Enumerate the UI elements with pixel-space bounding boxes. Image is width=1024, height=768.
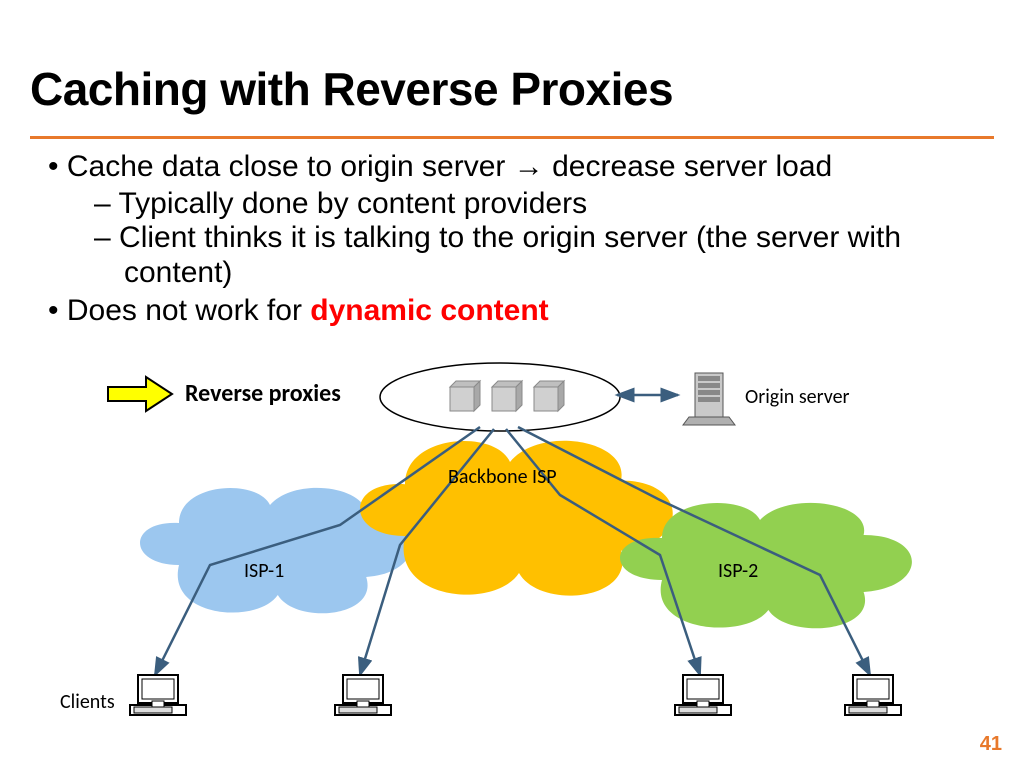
label-backbone: Backbone ISP (448, 465, 557, 489)
page-title: Caching with Reverse Proxies (30, 62, 673, 116)
yellow-arrow-icon (108, 377, 172, 411)
client-icon (845, 675, 901, 715)
label-origin-server: Origin server (745, 385, 850, 409)
bullet-1-pre: Cache data close to origin server (67, 150, 514, 183)
title-rule (30, 136, 994, 139)
bullet-1: Cache data close to origin server → decr… (48, 150, 984, 185)
bullet-list: Cache data close to origin server → decr… (48, 150, 984, 331)
client-icons (130, 675, 901, 715)
client-icon (675, 675, 731, 715)
diagram-svg (0, 345, 1024, 745)
label-clients: Clients (60, 690, 115, 714)
sub-bullet-1: Typically done by content providers (94, 187, 984, 222)
sub-bullet-2: Client thinks it is talking to the origi… (94, 221, 984, 290)
bullet-2-pre: Does not work for (67, 294, 310, 327)
bullet-2: Does not work for dynamic content (48, 294, 984, 329)
bullet-1-post: decrease server load (544, 150, 833, 183)
slide: Caching with Reverse Proxies Cache data … (0, 0, 1024, 768)
label-isp1: ISP-1 (244, 559, 284, 583)
network-diagram: Reverse proxies Origin server Backbone I… (0, 345, 1024, 745)
label-reverse-proxies: Reverse proxies (185, 379, 341, 408)
page-number: 41 (980, 733, 1002, 756)
client-icon (130, 675, 186, 715)
bullet-2-emph: dynamic content (310, 294, 548, 327)
client-icon (335, 675, 391, 715)
server-icon (683, 373, 735, 425)
label-isp2: ISP-2 (718, 559, 758, 583)
proxy-box-group (450, 381, 564, 411)
arrow-glyph: → (514, 150, 544, 183)
